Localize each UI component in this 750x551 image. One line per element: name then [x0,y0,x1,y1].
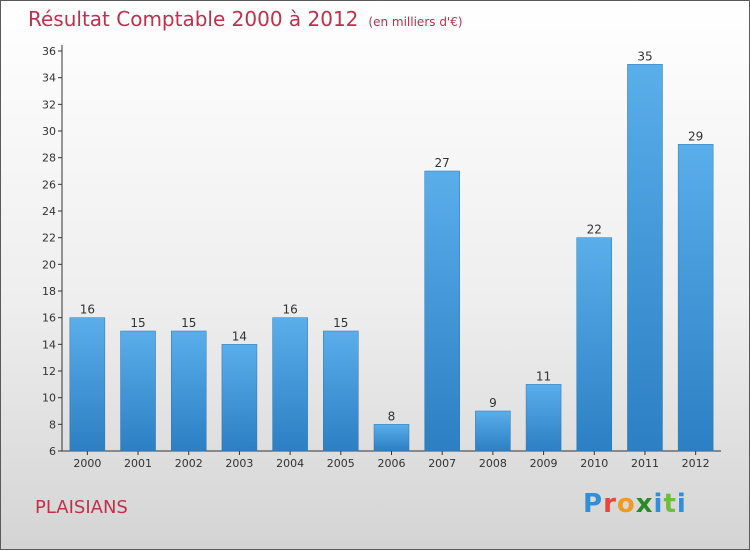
x-tick-label: 2007 [428,457,456,470]
y-tick-label: 22 [42,232,56,245]
bar-value-label: 27 [435,156,450,170]
y-tick-label: 16 [42,312,56,325]
x-tick-label: 2011 [631,457,659,470]
y-tick-label: 14 [42,338,56,351]
bar-value-label: 14 [232,329,247,343]
y-tick-label: 20 [42,258,56,271]
y-tick-label: 36 [42,45,56,58]
bar [120,330,156,452]
bar [424,170,460,452]
bar-value-label: 16 [80,303,95,317]
proxiti-logo: Proxiti [583,489,687,519]
bar-value-label: 11 [536,369,551,383]
commune-name: PLAISIANS [35,497,128,518]
y-tick-label: 28 [42,152,56,165]
x-tick-label: 2001 [124,457,152,470]
chart-subtitle: (en milliers d'€) [368,15,463,29]
y-tick-label: 10 [42,392,56,405]
bar [373,424,410,452]
bar [170,330,207,452]
bar [323,330,359,452]
bar-value-label: 15 [333,316,348,330]
y-tick-label: 18 [42,285,56,298]
y-tick-label: 26 [42,178,56,191]
bar-value-label: 22 [587,223,602,237]
bar [677,144,714,452]
bar [627,64,663,452]
x-tick-label: 2008 [479,457,507,470]
x-tick-label: 2006 [378,457,406,470]
bar-value-label: 9 [489,396,497,410]
y-tick-label: 34 [42,72,56,85]
bar [69,317,106,452]
bar [525,384,562,452]
y-tick-label: 32 [42,98,56,111]
chart-title: Résultat Comptable 2000 à 2012 (en millie… [28,7,463,31]
bar [272,317,308,452]
x-tick-label: 2002 [175,457,203,470]
y-tick-label: 8 [49,418,56,431]
bar [475,410,511,452]
bar [221,344,258,452]
chart-title-text: Résultat Comptable 2000 à 2012 [28,7,359,31]
x-tick-label: 2003 [225,457,253,470]
x-tick-label: 2005 [327,457,355,470]
x-tick-label: 2004 [276,457,304,470]
x-tick-label: 2000 [73,457,101,470]
y-tick-label: 24 [42,205,56,218]
y-tick-label: 6 [49,445,56,458]
x-tick-label: 2012 [682,457,710,470]
bar [576,237,613,452]
x-tick-label: 2009 [530,457,558,470]
bar-value-label: 16 [282,303,297,317]
bar-value-label: 29 [688,129,703,143]
x-tick-label: 2010 [580,457,608,470]
bar-value-label: 35 [637,49,652,63]
bar-value-label: 8 [388,409,396,423]
y-tick-label: 12 [42,365,56,378]
bar-value-label: 15 [130,316,145,330]
y-tick-label: 30 [42,125,56,138]
bar-value-label: 15 [181,316,196,330]
